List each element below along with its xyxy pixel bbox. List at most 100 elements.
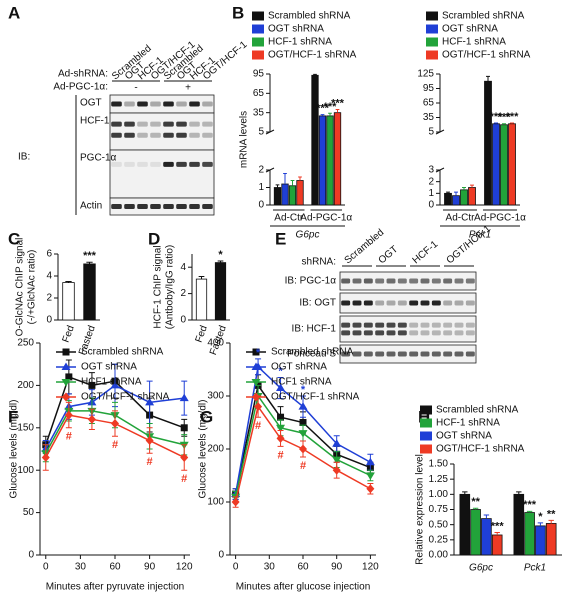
legend-marker [252,348,260,356]
bar [508,123,516,206]
blot-band [150,121,161,127]
blot-band [137,161,148,167]
blot-band [352,278,362,284]
legend-swatch [426,37,438,47]
blot-band [397,300,407,306]
y-tick-label: 0.25 [429,534,449,545]
blot-strip [339,271,477,291]
bar [460,189,468,206]
blot-band [202,121,213,127]
x-tick-label: 60 [297,562,309,573]
blot-band [454,351,464,357]
blot-band [443,322,453,328]
blot-band [386,351,396,357]
panel-label: B [232,3,244,22]
annotation: * [538,511,543,523]
legend-swatch [252,11,264,21]
y-tick-label: 0 [28,550,34,561]
bar [468,187,476,206]
error-bar [486,75,490,82]
annotation: # [255,420,261,432]
marker [299,444,307,454]
annotation: * [256,347,261,359]
blot-band [189,204,200,209]
legend-swatch [420,444,432,454]
blot-band [420,330,430,336]
blot-band [420,322,430,328]
blot-band [431,330,441,336]
y-tick-label: 95 [253,69,265,80]
y-tick-label: 2 [46,293,52,304]
blot-band [137,121,148,127]
marker [276,433,285,443]
blot-band [454,330,464,336]
blot-band [431,322,441,328]
bar [524,512,535,556]
row-label: OGT [80,98,102,109]
pgc-group: + [185,83,191,94]
panel-label: E [275,229,286,248]
legend-swatch [420,405,432,415]
y-tick-label: 0 [258,200,264,211]
row-label: Actin [80,201,102,212]
annotation: # [277,449,283,461]
annotation: *** [506,111,520,123]
marker [65,373,73,381]
blot-band [150,101,161,107]
legend-swatch [420,418,432,428]
marker [180,452,189,462]
blot-band [363,351,373,357]
series-line [234,365,371,495]
blot-band [189,161,200,167]
blot-strip [339,344,477,364]
panel-label: A [8,3,20,22]
legend-label: OGT shRNA [81,362,137,373]
ib-label: IB: [18,152,30,163]
annotation: # [66,431,72,443]
blot-band [443,278,453,284]
series-line [45,384,185,450]
annotation: # [181,473,187,485]
y-tick-label: 1 [258,182,264,193]
marker [180,424,188,432]
y-tick-label: 35 [253,107,265,118]
blot-band [431,278,441,284]
error-bar [494,532,500,535]
blot-band [465,330,475,336]
annotation: *** [331,97,345,109]
annotation: # [300,460,306,472]
error-bar [502,123,506,125]
error-bar [335,108,340,113]
bar [214,262,227,321]
series-line [45,414,185,459]
blot-band [409,300,419,306]
y-axis-label: (-/+GlcNAc ratio) [27,250,38,325]
marker [88,381,96,389]
y-axis-label: Relative expression level [415,454,426,565]
marker [365,457,375,466]
blot-band [352,322,362,328]
y-tick-label: 400 [207,338,224,349]
marker [277,413,285,421]
x-tick-label: Ad-Ctr [274,213,304,224]
annotation: ** [471,496,480,508]
blot-band [202,204,213,209]
x-tick-label: Ad-PGC-1α [474,213,526,224]
blot-band [111,101,122,107]
series-line [234,394,371,497]
blot-band [454,278,464,284]
panel-label: C [8,229,20,248]
marker [298,430,308,438]
blot-band [352,351,362,357]
bar [500,124,508,206]
blot-band [124,161,135,167]
blot-strip [109,197,215,216]
series-line [45,410,185,454]
y-tick-label: 2 [428,176,434,187]
blot-band [409,351,419,357]
error-bar [320,114,325,116]
x-axis-label: G6pc [296,230,320,241]
blot-band [352,300,362,306]
blot-band [431,351,441,357]
